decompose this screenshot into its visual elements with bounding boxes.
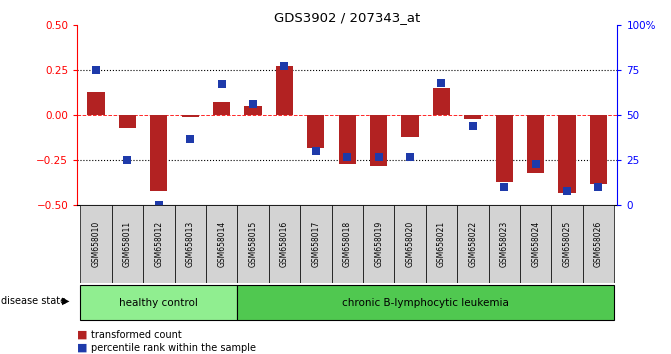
Bar [339,115,356,164]
Bar [395,205,426,283]
Bar [457,205,488,283]
Point [311,148,321,154]
Bar [150,115,168,191]
Point [279,63,290,69]
Bar [174,205,206,283]
Title: GDS3902 / 207343_at: GDS3902 / 207343_at [274,11,420,24]
Text: GSM658018: GSM658018 [343,221,352,267]
Text: transformed count: transformed count [91,330,181,339]
Text: GSM658026: GSM658026 [594,221,603,267]
Bar [496,115,513,182]
Text: percentile rank within the sample: percentile rank within the sample [91,343,256,353]
Bar [464,115,482,119]
Text: healthy control: healthy control [119,298,198,308]
Bar [119,115,136,128]
Text: disease state: disease state [1,296,66,306]
Point [342,154,353,159]
Bar [276,66,293,115]
Point [91,67,101,73]
Bar [520,205,552,283]
Text: GSM658024: GSM658024 [531,221,540,267]
Point [185,136,195,141]
Point [154,202,164,208]
Bar [268,205,300,283]
Bar [583,205,614,283]
Bar [307,115,325,148]
Bar [238,205,268,283]
Text: ■: ■ [77,343,88,353]
Point [122,157,133,163]
Text: GSM658012: GSM658012 [154,221,163,267]
Bar [331,205,363,283]
Point [468,123,478,129]
Point [562,188,572,194]
Text: GSM658020: GSM658020 [405,221,415,267]
Text: GSM658014: GSM658014 [217,221,226,267]
Bar [433,88,450,115]
Bar [111,205,143,283]
Bar [426,205,457,283]
Text: GSM658016: GSM658016 [280,221,289,267]
Bar [87,92,105,115]
Bar [206,205,238,283]
Text: GSM658013: GSM658013 [186,221,195,267]
Bar [244,106,262,115]
Bar [370,115,387,166]
Text: ▶: ▶ [62,296,70,306]
Point [593,184,604,190]
Point [373,154,384,159]
Bar [527,115,544,173]
Bar [238,285,614,320]
Bar [552,205,583,283]
Point [216,81,227,87]
Text: GSM658017: GSM658017 [311,221,320,267]
Bar [363,205,395,283]
Text: GSM658019: GSM658019 [374,221,383,267]
Text: GSM658025: GSM658025 [562,221,572,267]
Bar [488,205,520,283]
Text: GSM658021: GSM658021 [437,221,446,267]
Text: GSM658022: GSM658022 [468,221,477,267]
Text: GSM658011: GSM658011 [123,221,132,267]
Bar [81,285,238,320]
Bar [143,205,174,283]
Bar [182,115,199,117]
Bar [401,115,419,137]
Bar [213,102,230,115]
Bar [300,205,331,283]
Point [405,154,415,159]
Text: GSM658010: GSM658010 [91,221,101,267]
Bar [81,205,111,283]
Point [436,80,447,85]
Text: ■: ■ [77,330,88,339]
Point [530,161,541,167]
Text: chronic B-lymphocytic leukemia: chronic B-lymphocytic leukemia [342,298,509,308]
Bar [590,115,607,184]
Point [499,184,510,190]
Bar [558,115,576,193]
Text: GSM658023: GSM658023 [500,221,509,267]
Text: GSM658015: GSM658015 [248,221,258,267]
Point [248,101,258,107]
